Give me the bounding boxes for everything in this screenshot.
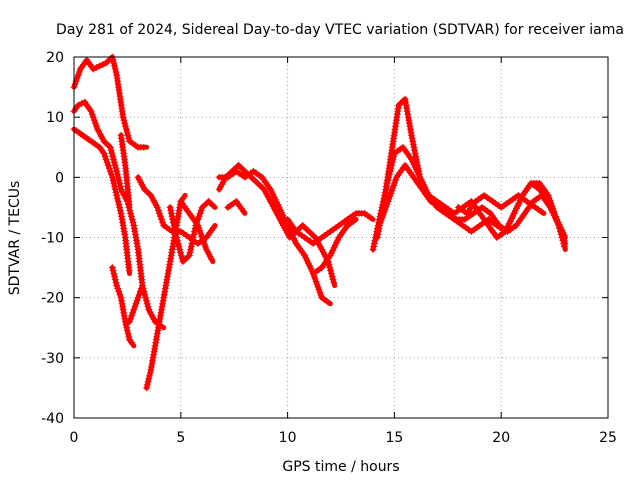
series-plus-markers [134, 173, 217, 247]
series-plus-markers [126, 285, 145, 326]
y-tick-label: 0 [55, 170, 64, 186]
series-plus-markers [224, 197, 247, 215]
series-plus-markers [373, 143, 568, 241]
series-plus-markers [108, 264, 136, 347]
data-series [70, 53, 568, 392]
series-band [216, 162, 338, 289]
series-plus-markers [117, 131, 133, 208]
x-tick-label: 15 [385, 430, 403, 446]
x-tick-label: 5 [176, 430, 185, 446]
y-tick-label: 20 [46, 50, 64, 66]
x-tick-label: 10 [279, 430, 297, 446]
series-plus-markers [455, 191, 545, 217]
series-band [370, 96, 568, 252]
series-track-q [373, 143, 568, 241]
y-tick-label: 10 [46, 110, 64, 126]
series-plus-markers [177, 197, 216, 263]
series-track-j [177, 197, 216, 265]
series-plus-markers [375, 161, 568, 250]
series-track-o [309, 216, 359, 278]
series-track-r [375, 161, 568, 252]
series-track-m [224, 197, 248, 216]
y-tick-label: -10 [41, 231, 64, 247]
series-band [310, 216, 359, 277]
series-track-s [455, 191, 547, 217]
series-track-l [215, 167, 333, 307]
y-axis-label: SDTVAR / TECUs [7, 181, 23, 296]
plot-frame [73, 56, 609, 419]
axis-ticks: 0 5 10 15 20 25 -40 -30 -20 -10 0 10 20 [41, 50, 617, 446]
series-band [374, 144, 568, 240]
series-plus-markers [284, 209, 374, 247]
series-track-i [166, 197, 218, 266]
series-track-d [108, 264, 137, 349]
series-band [71, 54, 150, 150]
series-track-e [117, 131, 133, 210]
series-track-f [126, 283, 145, 326]
y-tick-label: -20 [41, 291, 64, 307]
series-track-n [284, 209, 376, 247]
x-axis-label: GPS time / hours [282, 459, 399, 475]
series-plus-markers [215, 167, 331, 306]
x-tick-label: 25 [599, 430, 617, 446]
chart-title: Day 281 of 2024, Sidereal Day-to-day VTE… [56, 22, 624, 38]
series-plus-markers [309, 218, 357, 278]
x-tick-label: 0 [70, 430, 79, 446]
series-plus-markers [166, 197, 217, 266]
x-tick-label: 20 [492, 430, 510, 446]
y-tick-label: -40 [41, 411, 64, 427]
y-tick-label: -30 [41, 351, 64, 367]
